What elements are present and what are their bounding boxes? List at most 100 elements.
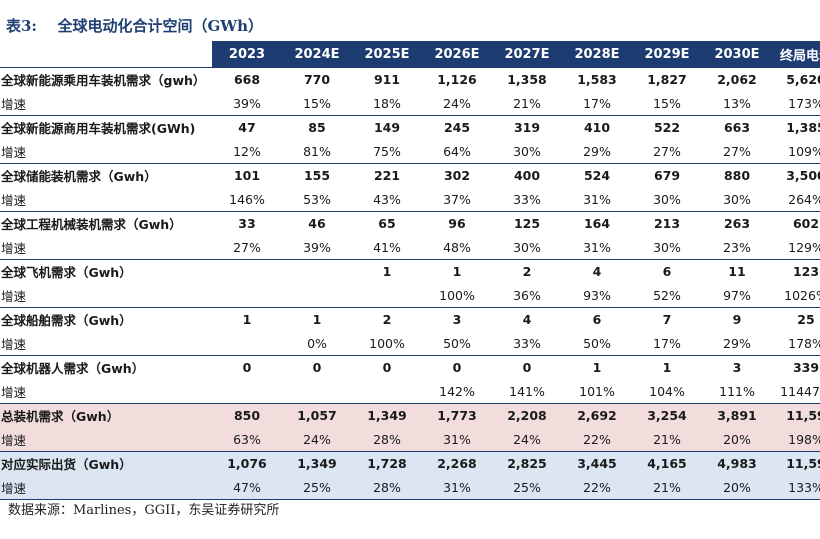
growth-cell [352, 379, 422, 404]
value-cell: 1 [352, 259, 422, 283]
value-cell: 3,254 [632, 403, 702, 427]
row-label: 全球机器人需求（Gwh） [0, 355, 212, 379]
value-cell: 4,983 [702, 451, 772, 475]
header-corner [0, 41, 212, 68]
growth-cell: 141% [509, 383, 545, 399]
value-cell: 0 [282, 355, 352, 379]
value-cell: 213 [632, 211, 702, 235]
header-cell: 终局电动 [772, 41, 820, 68]
growth-cell [282, 379, 352, 404]
growth-cell: 23% [723, 239, 751, 255]
value-cell: 1 [282, 307, 352, 331]
value-cell: 602 [772, 211, 820, 235]
value-cell: 1,076 [212, 451, 282, 475]
value-cell: 1,385 [772, 115, 820, 139]
value-cell: 6 [562, 307, 632, 331]
growth-cell: 11447% [780, 383, 820, 399]
growth-cell: 104% [649, 383, 685, 399]
value-cell: 1,827 [632, 67, 702, 91]
growth-cell: 111% [719, 383, 755, 399]
growth-label: 增速 [0, 475, 212, 500]
value-cell: 668 [212, 67, 282, 91]
growth-cell: 17% [583, 95, 611, 111]
growth-cell: 15% [303, 95, 331, 111]
growth-label: 增速 [1, 96, 27, 112]
growth-label: 增速 [1, 240, 27, 256]
growth-cell: 18% [373, 95, 401, 111]
value-cell: 11,59 [772, 451, 820, 475]
growth-cell: 198% [772, 427, 820, 452]
growth-cell: 36% [513, 287, 541, 303]
growth-row: 增速 27% 39% 41% 48% 30% 31% 30% 23% 129% [0, 235, 820, 260]
row-label: 全球新能源乘用车装机需求（gwh） [0, 67, 212, 91]
row-label: 全球工程机械装机需求（Gwh） [0, 211, 212, 235]
table-title: 表3: 全球电动化合计空间（GWh） [6, 12, 263, 40]
value-cell: 0 [492, 355, 562, 379]
value-cell: 2 [492, 259, 562, 283]
growth-cell: 50% [443, 335, 471, 351]
growth-label: 增速 [1, 144, 27, 160]
growth-cell: 31% [583, 239, 611, 255]
value-cell: 1,349 [352, 403, 422, 427]
growth-cell: 28% [352, 475, 422, 500]
value-cell: 0 [422, 355, 492, 379]
growth-cell: 97% [723, 287, 751, 303]
value-cell: 1,728 [352, 451, 422, 475]
value-cell: 2,692 [562, 403, 632, 427]
value-cell: 679 [632, 163, 702, 187]
growth-cell: 28% [352, 427, 422, 452]
value-cell: 880 [702, 163, 772, 187]
growth-cell: 109% [788, 143, 820, 159]
growth-cell: 47% [212, 475, 282, 500]
growth-cell: 12% [233, 143, 261, 159]
value-cell: 2 [352, 307, 422, 331]
growth-cell: 30% [513, 143, 541, 159]
growth-cell: 25% [282, 475, 352, 500]
table-row: 全球船舶需求（Gwh） 1 1 2 3 4 6 7 9 25 [0, 307, 820, 331]
value-cell: 263 [702, 211, 772, 235]
header-cell: 2029E [632, 41, 702, 68]
value-cell: 4 [492, 307, 562, 331]
growth-cell [212, 331, 282, 356]
growth-row: 增速 12% 81% 75% 64% 30% 29% 27% 27% 109% [0, 139, 820, 164]
value-cell: 2,825 [492, 451, 562, 475]
value-cell: 302 [422, 163, 492, 187]
value-cell: 4,165 [632, 451, 702, 475]
table-row: 对应实际出货（Gwh） 1,076 1,349 1,728 2,268 2,825 3,44… [0, 451, 820, 475]
growth-cell: 15% [653, 95, 681, 111]
growth-cell: 24% [443, 95, 471, 111]
growth-cell: 30% [653, 239, 681, 255]
table-row: 全球新能源商用车装机需求(GWh) 47 85 149 245 319 410 522 663 1… [0, 115, 820, 139]
growth-cell: 21% [632, 475, 702, 500]
value-cell: 1 [632, 355, 702, 379]
value-cell: 663 [702, 115, 772, 139]
value-cell: 1,773 [422, 403, 492, 427]
value-cell: 2,268 [422, 451, 492, 475]
value-cell: 96 [422, 211, 492, 235]
row-label: 全球新能源商用车装机需求(GWh) [0, 115, 212, 139]
value-cell: 410 [562, 115, 632, 139]
growth-row: 增速 142% 141% 101% 104% 111% 11447% [0, 379, 820, 404]
value-cell: 6 [632, 259, 702, 283]
value-cell: 911 [352, 67, 422, 91]
value-cell: 85 [282, 115, 352, 139]
value-cell: 47 [212, 115, 282, 139]
row-label: 全球储能装机需求（Gwh） [0, 163, 212, 187]
growth-cell: 101% [579, 383, 615, 399]
growth-cell: 24% [282, 427, 352, 452]
value-cell: 7 [632, 307, 702, 331]
value-cell: 522 [632, 115, 702, 139]
value-cell: 164 [562, 211, 632, 235]
growth-cell: 146% [229, 191, 265, 207]
growth-cell: 31% [583, 191, 611, 207]
value-cell: 1 [422, 259, 492, 283]
value-cell: 4 [562, 259, 632, 283]
growth-cell: 21% [513, 95, 541, 111]
header-cell: 2026E [422, 41, 492, 68]
table-row: 全球机器人需求（Gwh） 0 0 0 0 0 1 1 3 339 [0, 355, 820, 379]
growth-cell: 29% [723, 335, 751, 351]
growth-cell: 142% [439, 383, 475, 399]
growth-cell: 22% [562, 427, 632, 452]
value-cell: 3,891 [702, 403, 772, 427]
